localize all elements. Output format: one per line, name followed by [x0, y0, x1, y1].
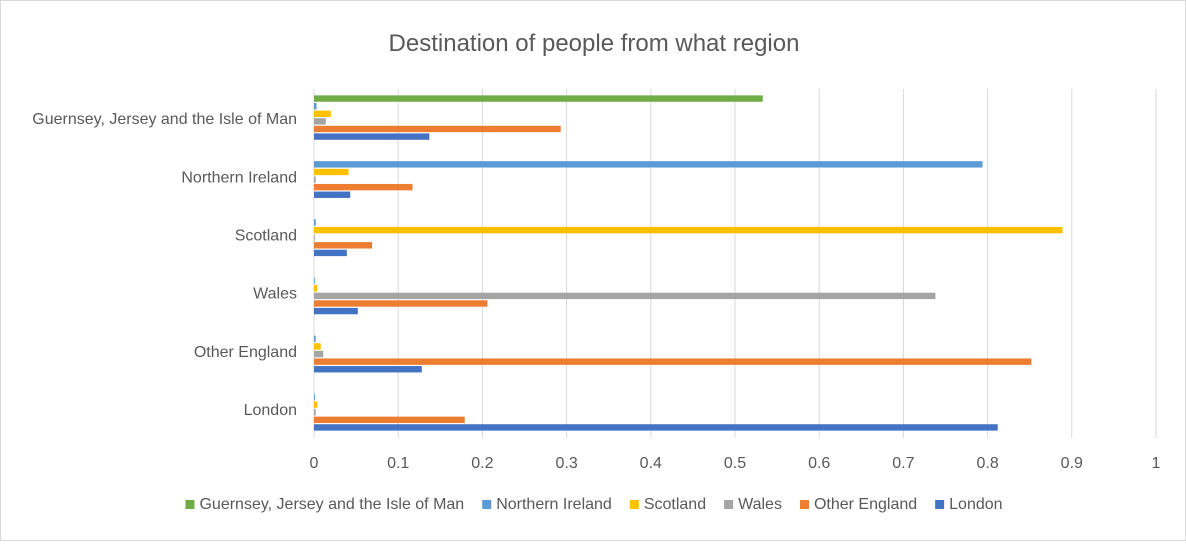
- bar: [314, 277, 315, 284]
- category-label: Scotland: [235, 227, 297, 244]
- bar: [314, 249, 347, 257]
- category-label: Guernsey, Jersey and the Isle of Man: [32, 111, 297, 128]
- legend-swatch: [724, 500, 734, 509]
- x-tick-labels: 0 0.1 0.2 0.3 0.4 0.5 0.6 0.7 0.8 0.9 1: [310, 455, 1161, 472]
- bar: [314, 125, 561, 133]
- bar: [314, 307, 358, 315]
- legend-label: London: [949, 496, 1002, 513]
- bar: [314, 335, 316, 343]
- bar: [314, 176, 316, 183]
- legend: Guernsey, Jersey and the Isle of Man Nort…: [185, 496, 1003, 513]
- legend-label: Wales: [738, 496, 782, 513]
- x-tick-label: 0.5: [724, 455, 746, 472]
- legend-label: Other England: [814, 496, 917, 513]
- x-tick-label: 0.1: [387, 455, 409, 472]
- legend-swatch: [629, 500, 639, 509]
- bar: [314, 226, 1063, 234]
- legend-swatch: [482, 500, 492, 509]
- bar: [314, 133, 430, 140]
- bar: [314, 191, 351, 198]
- legend-label: Scotland: [644, 496, 706, 513]
- bar: [314, 102, 317, 110]
- bar: [314, 416, 465, 424]
- x-tick-label: 0.3: [555, 455, 577, 472]
- bars: [314, 95, 1063, 431]
- x-tick-label: 1: [1152, 455, 1161, 472]
- bar: [314, 285, 318, 292]
- category-labels: London Other England Wales Scotland Northern…: [32, 111, 297, 419]
- x-tick-label: 0.7: [892, 455, 914, 472]
- bar: [314, 409, 316, 416]
- category-label: Northern Ireland: [181, 169, 297, 186]
- x-tick-label: 0.4: [640, 455, 662, 472]
- legend-label: Northern Ireland: [496, 496, 612, 513]
- legend-swatch: [799, 500, 809, 509]
- bar: [314, 366, 422, 373]
- chart-title: Destination of people from what region: [389, 30, 800, 57]
- legend-label: Guernsey, Jersey and the Isle of Man: [199, 496, 464, 513]
- category-label: Other England: [194, 344, 297, 361]
- category-label: Wales: [253, 286, 297, 303]
- bar: [314, 118, 326, 125]
- bar: [314, 343, 321, 350]
- bar: [314, 168, 349, 176]
- bar: [314, 183, 413, 191]
- bar: [314, 300, 488, 307]
- bar: [314, 242, 373, 249]
- x-tick-label: 0.8: [976, 455, 998, 472]
- legend-swatch: [185, 500, 195, 509]
- bar: [314, 110, 331, 117]
- bar: [314, 401, 318, 408]
- x-tick-label: 0.2: [471, 455, 493, 472]
- bar: [314, 358, 1032, 365]
- bar: [314, 350, 324, 358]
- category-label: London: [244, 402, 297, 419]
- x-tick-label: 0.9: [1061, 455, 1083, 472]
- x-tick-label: 0.6: [808, 455, 830, 472]
- bar: [314, 292, 936, 300]
- x-tick-label: 0: [310, 455, 319, 472]
- bar: [314, 219, 316, 226]
- legend-swatch: [935, 500, 945, 509]
- bar: [314, 161, 983, 168]
- gridlines: [313, 89, 1157, 438]
- bar: [314, 393, 315, 401]
- bar: [314, 424, 998, 431]
- bar: [314, 95, 763, 102]
- bar: [314, 234, 315, 241]
